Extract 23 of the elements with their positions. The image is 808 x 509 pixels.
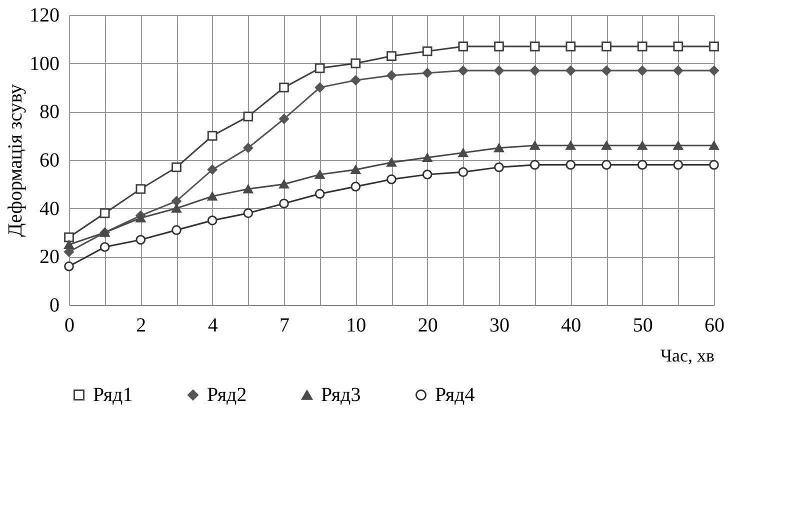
- y-tick-label: 100: [30, 52, 60, 75]
- legend-label: Ряд4: [435, 384, 475, 406]
- y-tick-label: 20: [40, 246, 60, 268]
- y-tick-label: 0: [50, 294, 60, 316]
- x-tick-label: 7: [280, 314, 290, 336]
- x-tick-label: 0: [64, 314, 74, 336]
- x-tick-label: 30: [490, 314, 510, 336]
- x-tick-label: 60: [704, 314, 724, 336]
- y-tick-label: 40: [40, 198, 60, 220]
- y-axis-title: Деформація зсуву: [4, 84, 26, 237]
- x-tick-label: 10: [346, 314, 366, 336]
- y-tick-label: 120: [30, 4, 60, 26]
- legend-label: Ряд2: [207, 384, 247, 406]
- legend-label: Ряд3: [321, 384, 361, 406]
- y-tick-label: 80: [40, 101, 60, 124]
- x-tick-label: 20: [418, 314, 438, 336]
- x-axis-title: Час, хв: [660, 346, 714, 366]
- x-tick-label: 2: [136, 314, 146, 336]
- y-tick-label: 60: [40, 150, 60, 172]
- legend-label: Ряд1: [93, 384, 133, 406]
- x-tick-label: 4: [208, 314, 218, 336]
- x-tick-label: 40: [561, 314, 582, 336]
- x-tick-label: 50: [632, 314, 653, 336]
